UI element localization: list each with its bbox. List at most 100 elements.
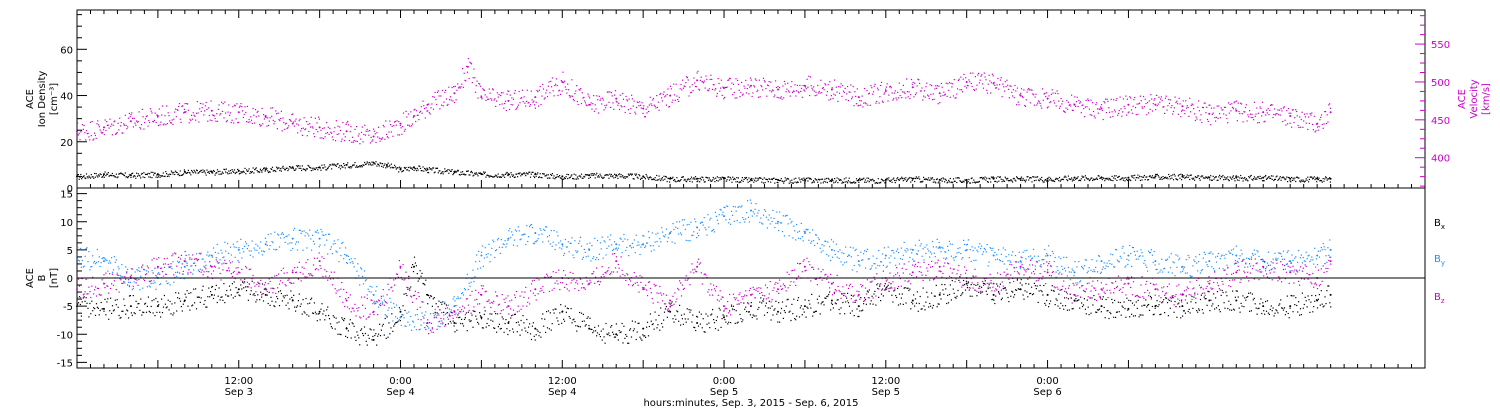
data-dot xyxy=(397,320,399,322)
data-dot xyxy=(321,137,323,139)
data-dot xyxy=(154,315,156,317)
data-dot xyxy=(1278,109,1281,111)
data-dot xyxy=(184,293,186,295)
data-dot xyxy=(99,129,101,131)
data-dot xyxy=(178,261,181,263)
data-dot xyxy=(886,83,888,85)
data-dot xyxy=(143,311,145,314)
data-dot xyxy=(1037,301,1039,303)
data-dot xyxy=(656,174,658,177)
data-dot xyxy=(1062,178,1065,181)
data-dot xyxy=(1120,314,1122,316)
data-dot xyxy=(655,179,657,181)
data-dot xyxy=(78,178,80,180)
data-dot xyxy=(413,109,415,111)
data-dot xyxy=(410,315,412,318)
data-dot xyxy=(380,138,382,140)
data-dot xyxy=(703,179,705,181)
data-dot xyxy=(791,179,793,181)
data-dot xyxy=(924,96,926,98)
data-dot xyxy=(569,176,571,179)
data-dot xyxy=(1007,88,1010,90)
data-dot xyxy=(382,323,384,325)
data-dot xyxy=(1240,302,1242,304)
data-dot xyxy=(787,177,789,180)
data-dot xyxy=(251,171,253,173)
data-dot xyxy=(546,327,549,329)
data-dot xyxy=(782,180,784,183)
data-dot xyxy=(692,314,694,316)
data-dot xyxy=(1202,312,1204,314)
data-dot xyxy=(608,177,610,179)
data-dot xyxy=(143,172,145,174)
data-dot xyxy=(931,85,933,87)
data-dot xyxy=(373,329,375,331)
data-dot xyxy=(1191,295,1193,298)
data-dot xyxy=(389,333,391,335)
data-dot xyxy=(347,120,349,123)
data-dot xyxy=(952,83,954,85)
data-dot xyxy=(121,264,123,266)
data-dot xyxy=(879,96,881,98)
data-dot xyxy=(959,276,961,278)
data-dot xyxy=(801,96,803,98)
data-dot xyxy=(332,139,334,141)
data-dot xyxy=(1041,176,1043,179)
data-dot xyxy=(212,169,215,172)
data-dot xyxy=(561,178,563,180)
data-dot xyxy=(824,297,826,299)
data-dot xyxy=(502,318,504,320)
data-dot xyxy=(1080,112,1082,114)
data-dot xyxy=(813,311,815,313)
data-dot xyxy=(616,334,618,336)
data-dot xyxy=(1323,180,1325,182)
data-dot xyxy=(100,131,102,133)
data-dot xyxy=(385,337,387,339)
data-dot xyxy=(625,176,627,178)
data-dot xyxy=(1082,304,1085,306)
data-dot xyxy=(609,91,611,93)
data-dot xyxy=(319,319,321,321)
data-dot xyxy=(365,279,367,281)
data-dot xyxy=(357,166,359,168)
data-dot xyxy=(817,92,820,94)
data-dot xyxy=(614,90,617,92)
data-dot xyxy=(412,271,415,273)
data-dot xyxy=(458,317,460,319)
data-dot xyxy=(191,169,193,172)
data-dot xyxy=(771,89,773,91)
data-dot xyxy=(1296,176,1298,178)
data-dot xyxy=(521,173,523,175)
data-dot xyxy=(1164,176,1166,178)
data-dot xyxy=(374,163,376,165)
data-dot xyxy=(576,178,578,180)
data-dot xyxy=(457,296,459,298)
data-dot xyxy=(386,136,388,138)
data-dot xyxy=(1145,176,1147,178)
data-dot xyxy=(771,178,773,181)
data-dot xyxy=(583,96,585,98)
data-dot xyxy=(678,320,680,322)
data-dot xyxy=(968,79,970,81)
data-dot xyxy=(438,95,440,97)
data-dot xyxy=(246,286,248,288)
data-dot xyxy=(1288,112,1290,114)
data-dot xyxy=(710,74,712,76)
data-dot xyxy=(696,181,698,183)
data-dot xyxy=(868,177,870,179)
data-dot xyxy=(945,288,947,290)
data-dot xyxy=(396,317,399,319)
data-dot xyxy=(789,180,791,182)
data-dot xyxy=(1075,298,1077,300)
data-dot xyxy=(1108,317,1110,320)
data-dot xyxy=(102,132,104,134)
data-dot xyxy=(579,175,581,177)
data-dot xyxy=(223,117,225,119)
data-dot xyxy=(1113,316,1115,318)
data-dot xyxy=(1257,112,1259,114)
data-dot xyxy=(369,142,371,144)
data-dot xyxy=(474,77,476,79)
data-dot xyxy=(1025,99,1027,101)
data-dot xyxy=(1240,177,1243,179)
data-dot xyxy=(444,168,446,170)
